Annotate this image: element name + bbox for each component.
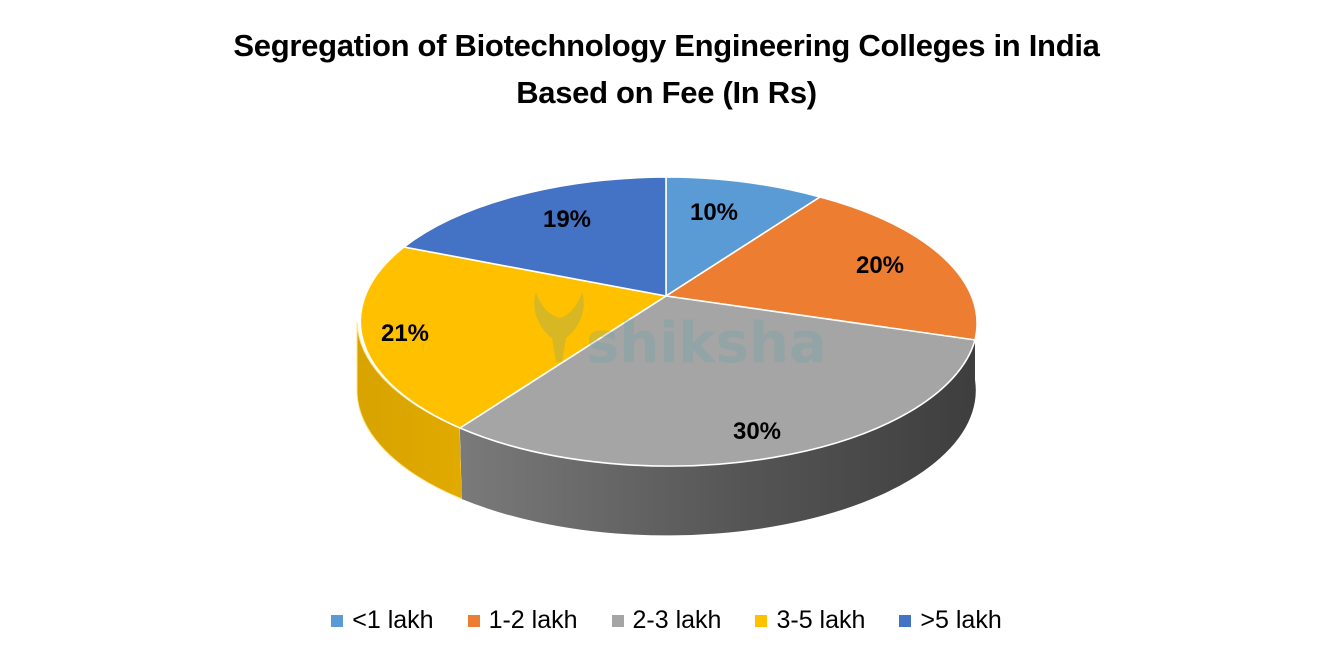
shiksha-watermark: shiksha	[534, 292, 827, 376]
legend-item-lt-1-lakh[interactable]: <1 lakh	[331, 606, 434, 635]
wall-2-3-lakh-base	[460, 340, 975, 534]
slice-1-2-lakh[interactable]	[665, 196, 978, 341]
chart-title-line-2: Based on Fee (In Rs)	[516, 75, 817, 110]
data-label-3-5-lakh: 21%	[381, 320, 429, 347]
shiksha-logo-icon	[534, 292, 584, 362]
data-label-lt-1-lakh: 10%	[690, 199, 738, 226]
slice-gt-5-lakh[interactable]	[403, 176, 667, 297]
chart-legend: <1 lakh 1-2 lakh 2-3 lakh 3-5 lakh >5 la…	[0, 606, 1333, 635]
legend-swatch	[899, 614, 912, 627]
data-label-gt-5-lakh: 19%	[543, 206, 591, 233]
legend-item-1-2-lakh[interactable]: 1-2 lakh	[467, 606, 578, 635]
legend-item-3-5-lakh[interactable]: 3-5 lakh	[755, 606, 865, 635]
slice-3-5-lakh[interactable]	[359, 246, 667, 429]
legend-swatch	[611, 614, 624, 627]
legend-label: 1-2 lakh	[488, 606, 578, 634]
chart-title-line-1: Segregation of Biotechnology Engineering…	[233, 28, 1100, 63]
legend-swatch	[331, 614, 344, 627]
watermark-text: shiksha	[586, 311, 827, 376]
legend-item-gt-5-lakh[interactable]: >5 lakh	[899, 606, 1002, 635]
slice-2-3-lakh[interactable]	[459, 295, 976, 467]
legend-label: <1 lakh	[352, 606, 434, 634]
data-label-1-2-lakh: 20%	[856, 252, 904, 279]
chart-title: Segregation of Biotechnology Engineering…	[0, 22, 1333, 116]
slice-lt-1-lakh[interactable]	[665, 176, 821, 297]
data-label-2-3-lakh: 30%	[733, 418, 781, 445]
legend-label: 3-5 lakh	[776, 606, 866, 634]
legend-label: 2-3 lakh	[632, 606, 722, 634]
legend-swatch	[755, 614, 768, 627]
legend-item-2-3-lakh[interactable]: 2-3 lakh	[611, 606, 722, 635]
legend-swatch	[467, 614, 480, 627]
legend-label: >5 lakh	[920, 606, 1002, 634]
